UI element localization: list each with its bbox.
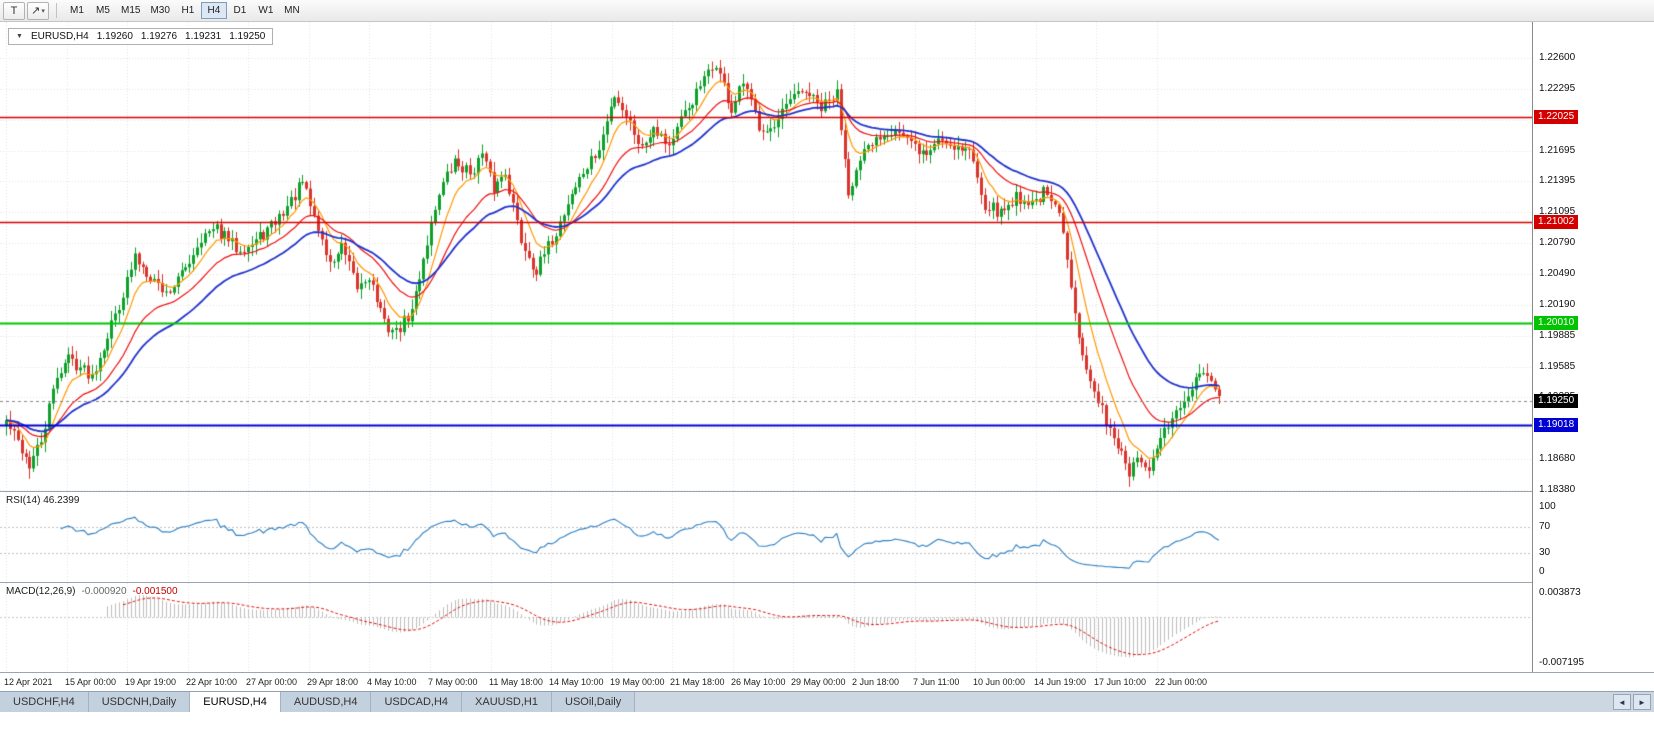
timeframe-m30-button[interactable]: M30 [145,2,174,19]
arrow-right-icon: ► [1638,697,1646,707]
chart-tab-bar: USDCHF,H4 USDCNH,Daily EURUSD,H4 AUDUSD,H4 U… [0,691,1654,712]
ohlc-info-box: ▼ EURUSD,H4 1.19260 1.19276 1.19231 1.19… [8,28,274,45]
price-tick-label: 1.18680 [1539,453,1576,464]
time-axis-label: 26 May 10:00 [731,677,786,687]
chart-tab-xauusd[interactable]: XAUUSD,H1 [462,692,552,712]
price-chart-panel[interactable]: ▼ EURUSD,H4 1.19260 1.19276 1.19231 1.19… [0,22,1532,491]
rsi-tick-label: 100 [1539,501,1556,512]
tab-scroll-controls: ◄ ► [1613,692,1654,712]
arrow-tools-button[interactable]: ↗ ▾ [27,1,49,20]
price-tick-label: 1.22295 [1539,83,1576,94]
timeframe-w1-button[interactable]: W1 [253,2,279,19]
timeframe-m1-button[interactable]: M1 [64,2,90,19]
time-axis-label: 14 Jun 19:00 [1034,677,1087,687]
time-axis-label: 17 Jun 10:00 [1094,677,1147,687]
price-tick-label: 1.21395 [1539,175,1576,186]
rsi-label-text: RSI(14) 46.2399 [6,495,80,506]
time-axis-label: 27 Apr 00:00 [246,677,298,687]
tab-scroll-left-button[interactable]: ◄ [1613,694,1631,710]
rsi-panel[interactable]: RSI(14) 46.2399 [0,492,1532,582]
chevron-down-icon: ▾ [41,7,45,15]
chart-tab-usoil[interactable]: USOil,Daily [552,692,636,712]
price-tick-label: 1.20790 [1539,237,1576,248]
open-value: 1.19260 [96,31,133,42]
current-price-label: 1.19250 [1534,394,1579,408]
hline-price-label: 1.20010 [1534,316,1579,330]
timeframe-mn-button[interactable]: MN [279,2,305,19]
price-tick-label: 1.20490 [1539,268,1576,279]
panel-separator-macd-time [0,672,1654,673]
macd-signal-value: -0.001500 [132,586,178,597]
chart-tab-usdchf[interactable]: USDCHF,H4 [0,692,89,712]
time-axis-label: 22 Apr 10:00 [186,677,238,687]
price-tick-label: 1.19885 [1539,330,1576,341]
time-axis-label: 29 Apr 18:00 [307,677,359,687]
timeframe-buttons: M1 M5 M15 M30 H1 H4 D1 W1 MN [64,2,305,19]
chart-tab-usdcad[interactable]: USDCAD,H4 [371,692,463,712]
rsi-tick-label: 70 [1539,521,1551,532]
chart-tabs: USDCHF,H4 USDCNH,Daily EURUSD,H4 AUDUSD,H4 U… [0,692,636,712]
time-axis-label: 19 Apr 19:00 [125,677,177,687]
symbol-timeframe-label: EURUSD,H4 [30,31,89,42]
panel-separator-rsi-macd[interactable] [0,582,1654,583]
chart-tab-eurusd[interactable]: EURUSD,H4 [190,692,281,712]
arrow-left-icon: ◄ [1618,697,1626,707]
rsi-tick-label: 0 [1539,566,1545,577]
toolbar: T ↗ ▾ M1 M5 M15 M30 H1 H4 D1 W1 MN [0,0,1654,22]
hline-price-label: 1.21002 [1534,215,1579,229]
timeframe-d1-button[interactable]: D1 [227,2,253,19]
close-value: 1.19250 [229,31,266,42]
macd-label: MACD(12,26,9) -0.000920 -0.001500 [6,586,178,597]
high-value: 1.19276 [140,31,178,42]
macd-name-text: MACD(12,26,9) [6,586,76,597]
panel-separator-main-rsi[interactable] [0,491,1654,492]
price-tick-label: 1.21095 [1539,206,1576,217]
time-axis-label: 10 Jun 00:00 [973,677,1026,687]
time-axis-label: 14 May 10:00 [549,677,604,687]
text-tool-icon: T [10,4,18,17]
time-axis-label: 11 May 18:00 [489,677,543,687]
time-axis-label: 7 May 00:00 [428,677,478,687]
arrow-tool-icon: ↗ [31,5,41,17]
price-tick-label: 1.18380 [1539,484,1576,495]
chart-tab-usdcnh[interactable]: USDCNH,Daily [88,692,191,712]
macd-tick-label: 0.003873 [1539,587,1581,598]
timeframe-m5-button[interactable]: M5 [90,2,116,19]
time-axis-label: 12 Apr 2021 [4,677,53,687]
time-axis-label: 19 May 00:00 [610,677,665,687]
macd-tick-label: -0.007195 [1539,657,1585,668]
macd-canvas[interactable] [0,583,1532,672]
collapse-ohlc-icon[interactable]: ▼ [16,33,23,40]
time-axis-label: 2 Jun 18:00 [852,677,900,687]
timeframe-h1-button[interactable]: H1 [175,2,201,19]
price-tick-label: 1.19585 [1539,361,1576,372]
time-axis[interactable]: 12 Apr 2021 15 Apr 00:00 19 Apr 19:00 22 Ap… [0,673,1654,691]
timeframe-m15-button[interactable]: M15 [116,2,145,19]
macd-main-value: -0.000920 [81,586,127,597]
price-chart-canvas[interactable] [0,22,1532,491]
time-axis-label: 29 May 00:00 [791,677,846,687]
time-axis-label: 4 May 10:00 [367,677,417,687]
rsi-label: RSI(14) 46.2399 [6,495,79,506]
price-tick-label: 1.22600 [1539,52,1576,63]
hline-price-label: 1.19018 [1534,418,1579,432]
price-axis[interactable]: 1.226001.222951.219951.216951.213951.210… [1532,22,1654,672]
macd-panel[interactable]: MACD(12,26,9) -0.000920 -0.001500 [0,583,1532,672]
text-tool-button[interactable]: T [3,1,25,20]
rsi-tick-label: 30 [1539,547,1551,558]
timeframe-h4-button[interactable]: H4 [200,2,227,19]
time-axis-label: 21 May 18:00 [670,677,725,687]
time-axis-label: 22 Jun 00:00 [1155,677,1208,687]
time-axis-label: 15 Apr 00:00 [65,677,117,687]
toolbar-separator [56,3,57,18]
tab-scroll-right-button[interactable]: ► [1633,694,1651,710]
chart-tab-audusd[interactable]: AUDUSD,H4 [280,692,372,712]
rsi-canvas[interactable] [0,492,1532,582]
price-tick-label: 1.21695 [1539,145,1576,156]
low-value: 1.19231 [185,31,222,42]
price-tick-label: 1.20190 [1539,299,1576,310]
time-axis-label: 7 Jun 11:00 [913,677,960,687]
hline-price-label: 1.22025 [1534,110,1579,124]
